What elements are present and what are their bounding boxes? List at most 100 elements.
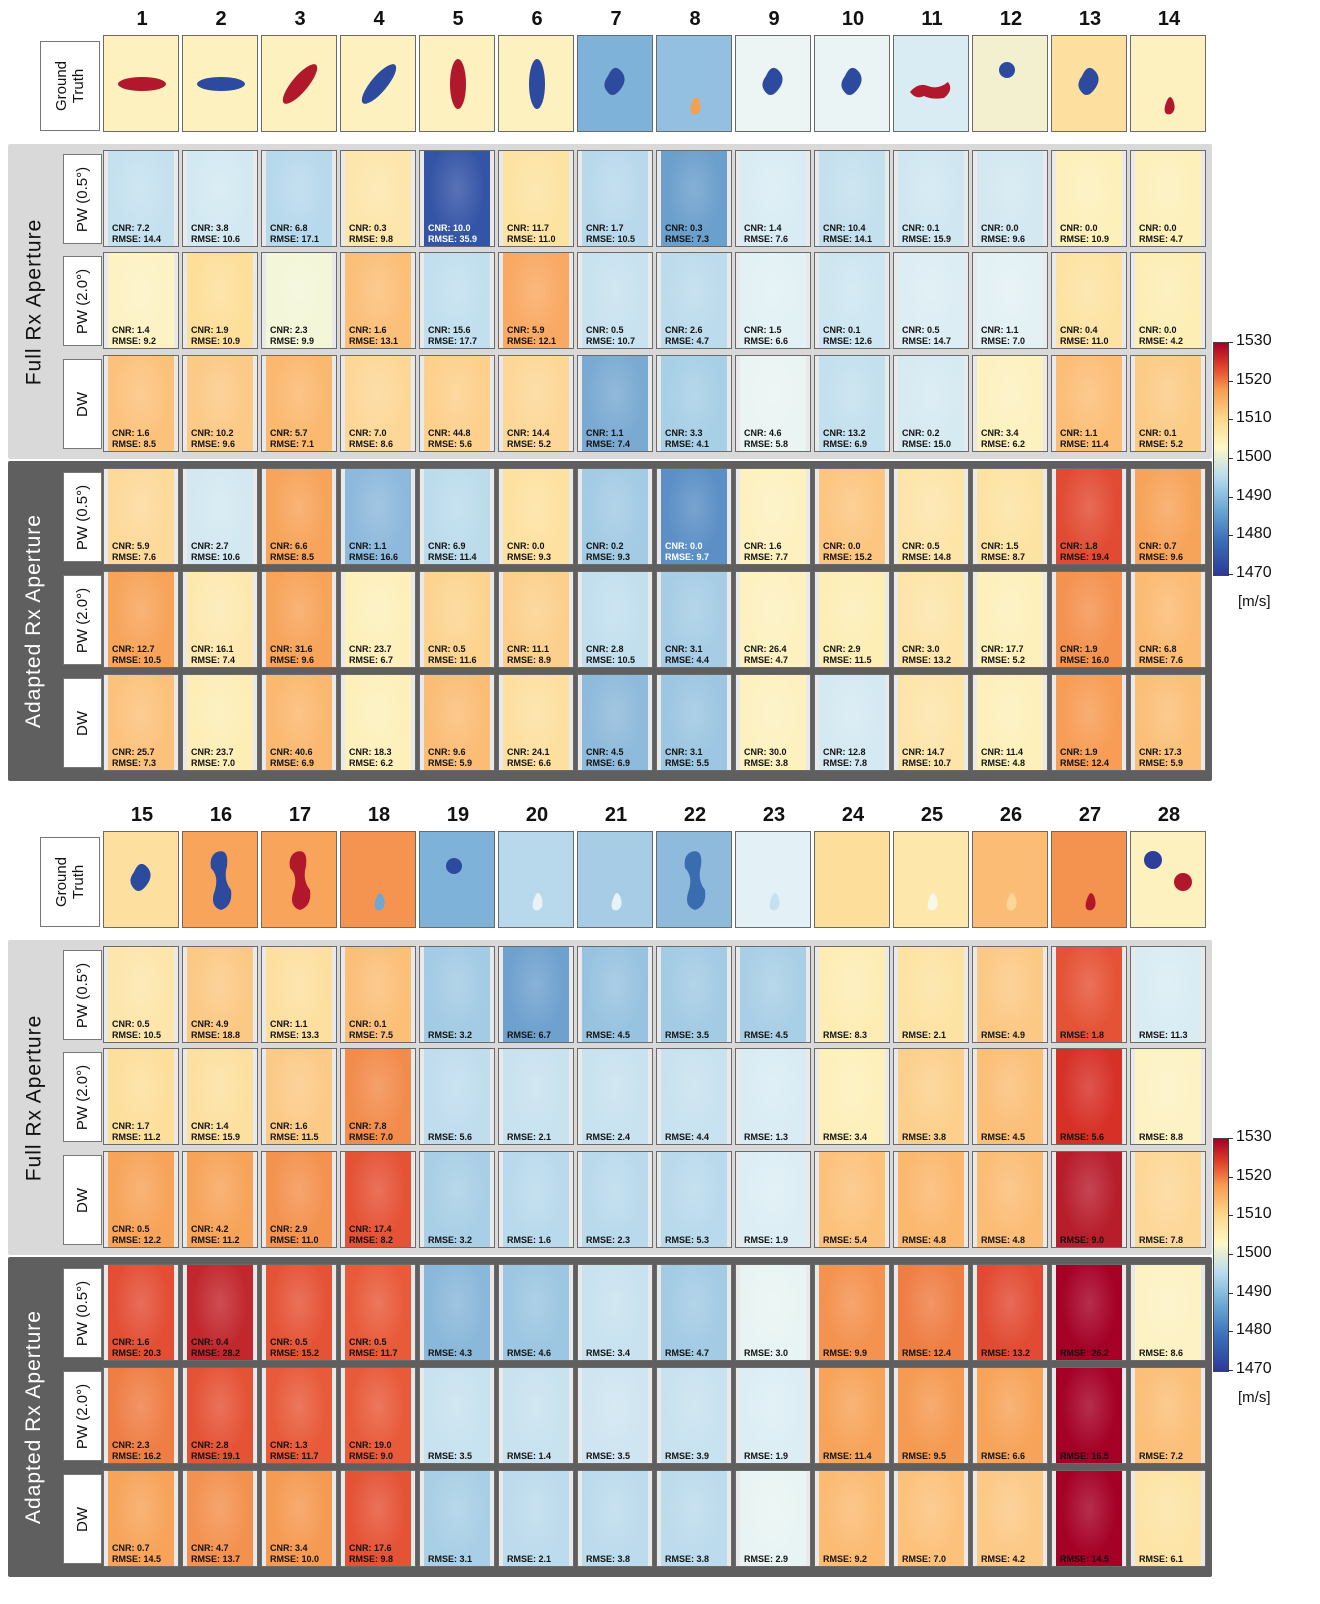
reconstruction-tile: RMSE: 3.5 bbox=[419, 1367, 495, 1464]
reconstruction-tile: CNR: 2.3 RMSE: 9.9 bbox=[261, 252, 337, 349]
reconstruction-image bbox=[187, 1049, 253, 1144]
reconstruction-image bbox=[582, 1265, 648, 1360]
reconstruction-tile: RMSE: 4.5 bbox=[972, 1048, 1048, 1145]
reconstruction-image bbox=[187, 469, 253, 564]
reconstruction-tile: CNR: 2.6 RMSE: 4.7 bbox=[656, 252, 732, 349]
reconstruction-image bbox=[266, 1471, 332, 1566]
reconstruction-image bbox=[661, 1049, 727, 1144]
metric-label: CNR: 31.6 RMSE: 9.6 bbox=[270, 644, 315, 665]
metric-label: RMSE: 4.5 bbox=[981, 1132, 1026, 1142]
reconstruction-image bbox=[424, 1471, 490, 1566]
reconstruction-image bbox=[187, 572, 253, 667]
column-number: 18 bbox=[367, 804, 391, 826]
reconstruction-tile: CNR: 17.3 RMSE: 5.9 bbox=[1130, 674, 1206, 771]
reconstruction-image bbox=[1135, 253, 1201, 348]
reconstruction-image bbox=[503, 356, 569, 451]
reconstruction-image bbox=[977, 947, 1043, 1042]
reconstruction-tile: RMSE: 1.4 bbox=[498, 1367, 574, 1464]
reconstruction-image bbox=[977, 356, 1043, 451]
reconstruction-image bbox=[424, 675, 490, 770]
reconstruction-tile: CNR: 1.6 RMSE: 11.5 bbox=[261, 1048, 337, 1145]
reconstruction-tile: CNR: 0.0 RMSE: 9.6 bbox=[972, 150, 1048, 247]
reconstruction-image bbox=[1135, 1049, 1201, 1144]
reconstruction-tile: RMSE: 6.1 bbox=[1130, 1470, 1206, 1567]
metric-label: CNR: 3.3 RMSE: 4.1 bbox=[665, 428, 710, 449]
metric-label: RMSE: 3.2 bbox=[428, 1235, 473, 1245]
inclusion-shape bbox=[894, 832, 968, 927]
metric-label: CNR: 2.9 RMSE: 11.0 bbox=[270, 1224, 319, 1245]
reconstruction-tile: CNR: 0.0 RMSE: 4.2 bbox=[1130, 252, 1206, 349]
metric-label: RMSE: 9.2 bbox=[823, 1554, 868, 1564]
reconstruction-tile: RMSE: 4.9 bbox=[972, 946, 1048, 1043]
metric-label: CNR: 4.2 RMSE: 11.2 bbox=[191, 1224, 240, 1245]
reconstruction-image bbox=[1056, 1265, 1122, 1360]
ground-truth-tile bbox=[814, 35, 890, 132]
column-number: 5 bbox=[452, 8, 464, 30]
ground-truth-label-text: Ground Truth bbox=[52, 856, 87, 908]
metric-label: RMSE: 1.8 bbox=[1060, 1030, 1105, 1040]
colorbar-tick-mark bbox=[1228, 574, 1233, 575]
ground-truth-label: Ground Truth bbox=[40, 837, 100, 927]
reconstruction-image bbox=[424, 469, 490, 564]
column-number: 22 bbox=[683, 804, 707, 826]
ground-truth-tile bbox=[577, 35, 653, 132]
reconstruction-image bbox=[740, 253, 806, 348]
metric-label: RMSE: 26.2 bbox=[1060, 1348, 1110, 1358]
reconstruction-tile: CNR: 3.1 RMSE: 5.5 bbox=[656, 674, 732, 771]
row-label-text: PW (2.0°) bbox=[74, 268, 92, 334]
metric-label: CNR: 1.9 RMSE: 10.9 bbox=[191, 325, 241, 346]
reconstruction-image bbox=[108, 947, 174, 1042]
inclusion-shape bbox=[420, 36, 494, 131]
metric-label: RMSE: 3.5 bbox=[428, 1451, 473, 1461]
metric-label: CNR: 1.9 RMSE: 16.0 bbox=[1060, 644, 1110, 665]
reconstruction-image bbox=[740, 1049, 806, 1144]
metric-label: CNR: 0.5 RMSE: 11.7 bbox=[349, 1337, 398, 1358]
metric-label: RMSE: 4.7 bbox=[665, 1348, 710, 1358]
reconstruction-image bbox=[661, 253, 727, 348]
metric-label: CNR: 7.0 RMSE: 8.6 bbox=[349, 428, 394, 449]
metric-label: RMSE: 5.4 bbox=[823, 1235, 868, 1245]
reconstruction-image bbox=[740, 1152, 806, 1247]
inclusion-shape bbox=[1052, 832, 1126, 927]
reconstruction-tile: CNR: 17.4 RMSE: 8.2 bbox=[340, 1151, 416, 1248]
inclusion-shape bbox=[973, 36, 1047, 131]
ground-truth-tile bbox=[656, 831, 732, 928]
reconstruction-image bbox=[424, 1152, 490, 1247]
inclusion-shape bbox=[973, 832, 1047, 927]
metric-label: CNR: 17.7 RMSE: 5.2 bbox=[981, 644, 1026, 665]
reconstruction-tile: RMSE: 3.0 bbox=[735, 1264, 811, 1361]
reconstruction-tile: CNR: 0.5 RMSE: 12.2 bbox=[103, 1151, 179, 1248]
metric-label: CNR: 26.4 RMSE: 4.7 bbox=[744, 644, 789, 665]
reconstruction-image bbox=[266, 947, 332, 1042]
ground-truth-tile bbox=[972, 831, 1048, 928]
colorbar-tick-mark bbox=[1228, 1370, 1233, 1371]
inclusion-shape bbox=[657, 832, 731, 927]
column-number: 10 bbox=[841, 8, 865, 30]
reconstruction-tile: CNR: 0.2 RMSE: 9.3 bbox=[577, 468, 653, 565]
metric-label: CNR: 1.7 RMSE: 10.5 bbox=[586, 223, 636, 244]
reconstruction-tile: CNR: 1.8 RMSE: 19.4 bbox=[1051, 468, 1127, 565]
reconstruction-image bbox=[1056, 1471, 1122, 1566]
reconstruction-image bbox=[187, 675, 253, 770]
metric-label: CNR: 4.9 RMSE: 18.8 bbox=[191, 1019, 241, 1040]
column-number: 26 bbox=[999, 804, 1023, 826]
reconstruction-tile: CNR: 40.6 RMSE: 6.9 bbox=[261, 674, 337, 771]
reconstruction-tile: RMSE: 4.5 bbox=[735, 946, 811, 1043]
metric-label: CNR: 1.4 RMSE: 15.9 bbox=[191, 1121, 241, 1142]
inclusion-shape bbox=[815, 36, 889, 131]
reconstruction-tile: CNR: 1.1 RMSE: 11.4 bbox=[1051, 355, 1127, 452]
metric-label: CNR: 30.0 RMSE: 3.8 bbox=[744, 747, 789, 768]
metric-label: RMSE: 3.8 bbox=[665, 1554, 710, 1564]
reconstruction-image bbox=[740, 1368, 806, 1463]
metric-label: CNR: 0.5 RMSE: 12.2 bbox=[112, 1224, 162, 1245]
reconstruction-tile: CNR: 1.7 RMSE: 10.5 bbox=[577, 150, 653, 247]
reconstruction-tile: CNR: 0.1 RMSE: 15.9 bbox=[893, 150, 969, 247]
reconstruction-image bbox=[819, 469, 885, 564]
reconstruction-image bbox=[187, 1368, 253, 1463]
reconstruction-image bbox=[345, 572, 411, 667]
reconstruction-image bbox=[819, 675, 885, 770]
metric-label: CNR: 25.7 RMSE: 7.3 bbox=[112, 747, 157, 768]
reconstruction-image bbox=[898, 253, 964, 348]
metric-label: CNR: 2.8 RMSE: 19.1 bbox=[191, 1440, 241, 1461]
reconstruction-tile: CNR: 15.6 RMSE: 17.7 bbox=[419, 252, 495, 349]
